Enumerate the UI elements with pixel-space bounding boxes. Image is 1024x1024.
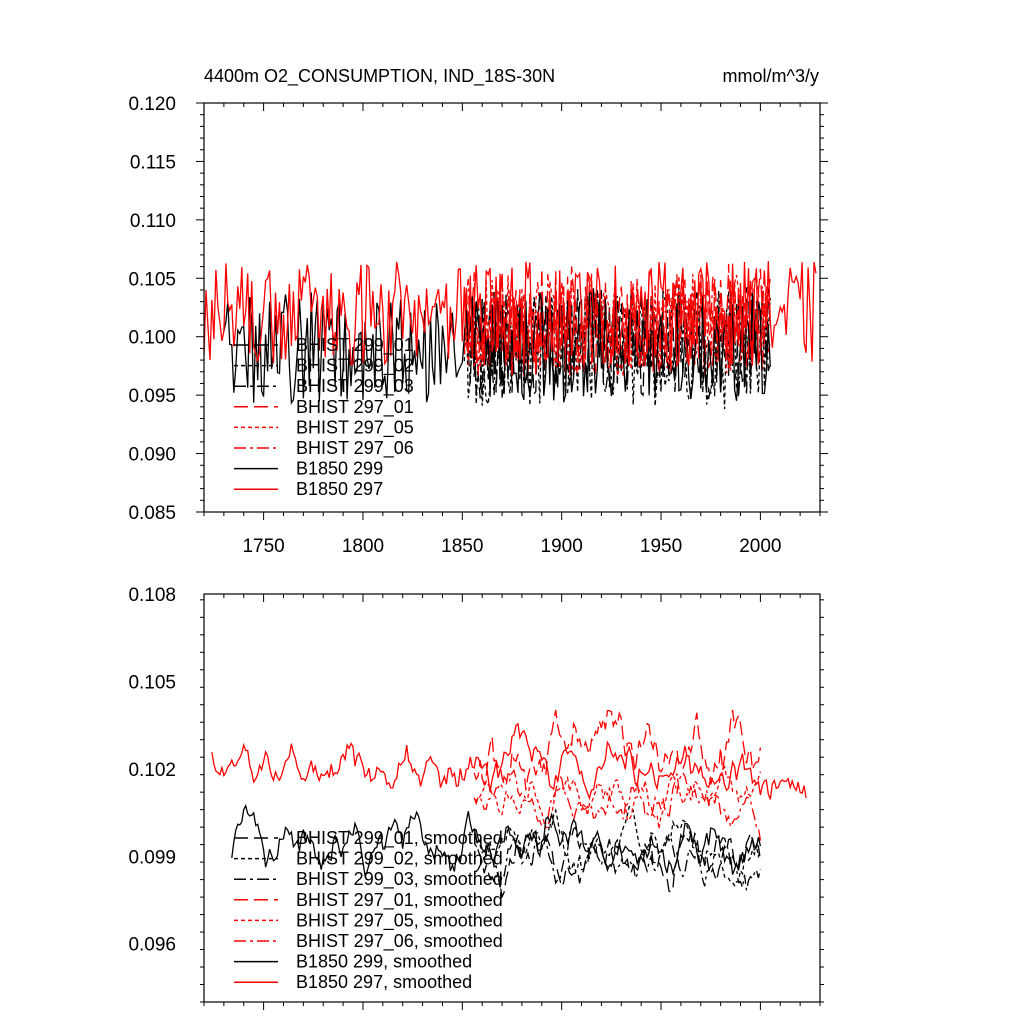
legend-label: B1850 299, smoothed bbox=[296, 952, 472, 972]
series-group bbox=[211, 709, 807, 899]
legend-label: BHIST 299_02 bbox=[296, 356, 414, 377]
y-tick-label: 0.105 bbox=[128, 672, 176, 693]
legend-label: BHIST 299_01 bbox=[296, 335, 414, 356]
x-tick-label: 1950 bbox=[640, 536, 682, 557]
y-tick-label: 0.110 bbox=[130, 211, 176, 232]
units-label: mmol/m^3/y bbox=[723, 66, 819, 86]
series-line-4 bbox=[473, 764, 762, 830]
legend-label: BHIST 299_03, smoothed bbox=[296, 869, 503, 890]
legend-label: BHIST 299_03 bbox=[296, 376, 414, 397]
bottom-panel: 0.096 0.099 0.102 0.105 0.108 BHIST 299_01, s… bbox=[128, 585, 824, 1010]
legend-label: BHIST 297_01, smoothed bbox=[296, 890, 503, 911]
series-line-7 bbox=[204, 261, 817, 368]
y-tick-label: 0.100 bbox=[128, 328, 176, 349]
y-tick-label: 0.090 bbox=[128, 445, 176, 466]
plot-frame bbox=[203, 102, 821, 513]
legend-label: B1850 297, smoothed bbox=[296, 972, 472, 992]
series-line-1 bbox=[473, 805, 762, 887]
series-group bbox=[204, 261, 817, 410]
x-tick-label: 2000 bbox=[739, 536, 781, 557]
legend-label: BHIST 297_01 bbox=[296, 397, 414, 418]
legend-label: BHIST 297_06 bbox=[296, 438, 414, 459]
legend-label: B1850 299 bbox=[296, 459, 383, 479]
series-line-7 bbox=[211, 722, 807, 801]
series-line-3 bbox=[473, 709, 762, 791]
y-tick-label: 0.096 bbox=[128, 935, 176, 956]
legend-label: BHIST 299_01, smoothed bbox=[296, 828, 503, 849]
top-panel: 1750 1800 1850 1900 1950 2000 0.085 0.090 0.095 0… bbox=[128, 66, 828, 557]
legend-label: BHIST 297_05 bbox=[296, 417, 414, 438]
x-tick-label: 1800 bbox=[342, 536, 384, 557]
legend-label: BHIST 297_06, smoothed bbox=[296, 931, 503, 952]
legend-label: BHIST 299_02, smoothed bbox=[296, 849, 503, 870]
y-tick-label: 0.120 bbox=[128, 94, 176, 115]
legend-label: BHIST 297_05, smoothed bbox=[296, 910, 503, 931]
y-tick-label: 0.102 bbox=[128, 760, 176, 781]
y-tick-label: 0.085 bbox=[128, 503, 176, 524]
series-line-6 bbox=[231, 803, 762, 878]
y-tick-label: 0.105 bbox=[128, 269, 176, 290]
y-tick-label: 0.099 bbox=[128, 847, 176, 868]
y-tick-label: 0.095 bbox=[128, 386, 176, 407]
x-tick-label: 1850 bbox=[441, 536, 483, 557]
legend-label: B1850 297 bbox=[296, 479, 383, 499]
x-tick-label: 1900 bbox=[541, 536, 583, 557]
y-tick-label: 0.115 bbox=[130, 152, 176, 173]
x-tick-label: 1750 bbox=[242, 536, 284, 557]
y-tick-label: 0.108 bbox=[128, 585, 176, 606]
series-line-5 bbox=[473, 768, 762, 841]
chart-title: 4400m O2_CONSUMPTION, IND_18S-30N bbox=[204, 66, 555, 87]
plot-frame bbox=[203, 593, 821, 1003]
series-line-2 bbox=[474, 826, 762, 891]
